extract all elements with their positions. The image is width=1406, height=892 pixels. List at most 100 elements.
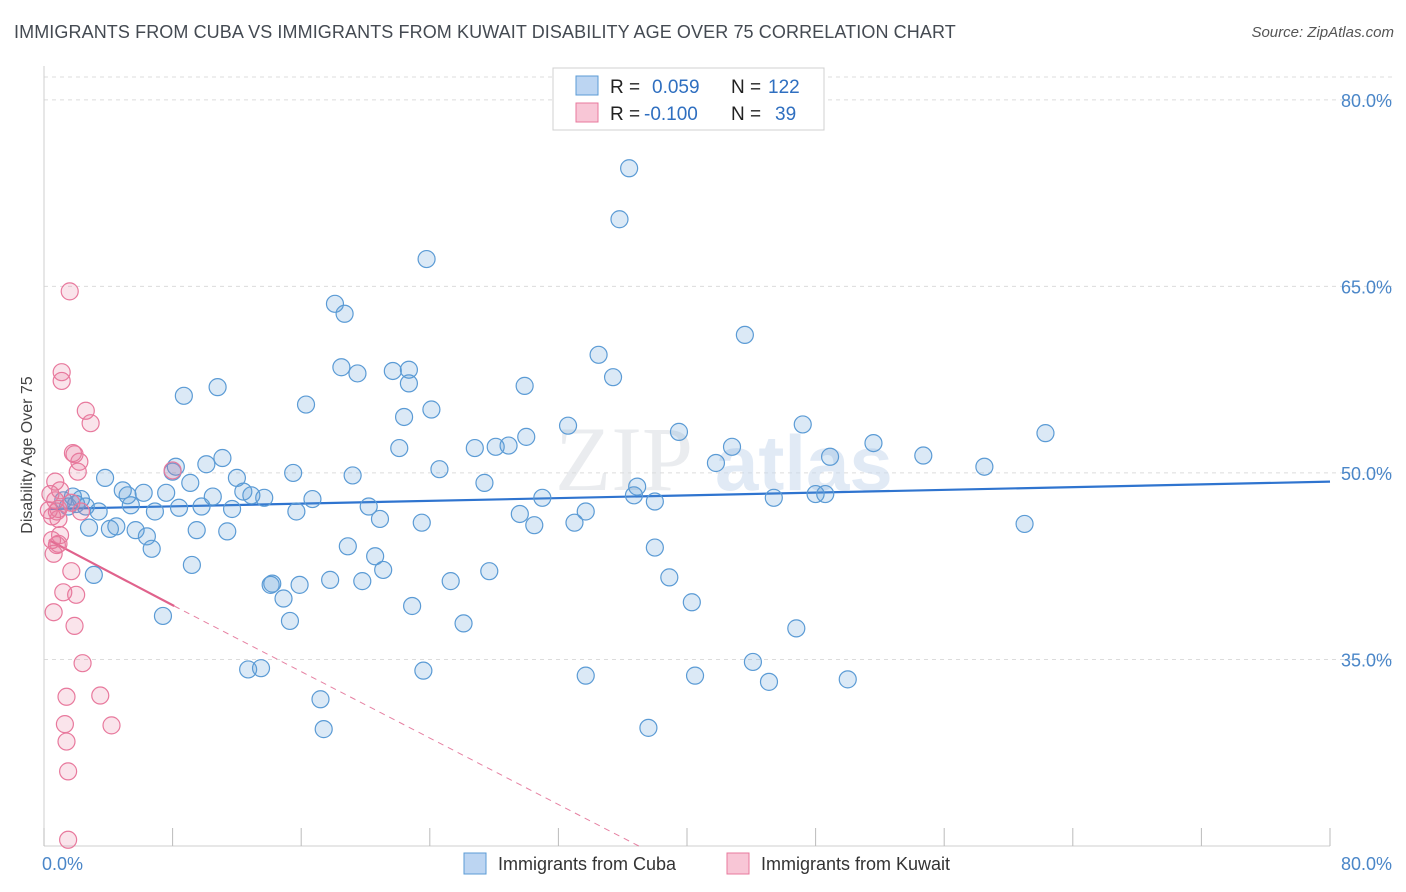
cuba-point-48	[290, 575, 309, 594]
cuba-point-60	[353, 572, 372, 591]
cuba-point-19	[145, 502, 165, 521]
cuba-point-106	[743, 652, 763, 672]
kuwait-point-32	[81, 414, 100, 433]
cuba-point-91	[589, 345, 608, 364]
cuba-point-40	[251, 659, 271, 678]
cuba-point-89	[576, 502, 595, 521]
cuba-point-94	[610, 210, 629, 229]
trend-lines	[48, 480, 1331, 847]
cuba-point-83	[515, 376, 534, 395]
cuba-point-93	[620, 159, 639, 178]
cuba-point-115	[864, 433, 883, 453]
cuba-point-69	[403, 596, 422, 616]
kuwait-point-27	[70, 452, 89, 471]
cuba-point-18	[142, 539, 161, 558]
cuba-point-6	[79, 518, 99, 537]
cuba-point-28	[187, 521, 206, 540]
bottom-legend-label-cuba: Immigrants from Cuba	[498, 854, 677, 874]
cuba-point-87	[558, 416, 578, 435]
cuba-point-67	[394, 407, 414, 427]
kuwait-point-25	[67, 585, 86, 604]
y-tick-labels: 35.0% 50.0% 65.0% 80.0%	[1341, 91, 1392, 671]
cuba-point-77	[465, 438, 484, 458]
kuwait-point-20	[60, 282, 79, 301]
cuba-point-120	[624, 486, 644, 505]
kuwait-point-18	[57, 732, 76, 751]
cuba-point-50	[303, 489, 322, 509]
cuba-point-88	[565, 513, 584, 532]
cuba-point-53	[321, 570, 340, 589]
y-axis-label: Disability Age Over 75	[19, 376, 36, 534]
watermark-zip: ZIP	[555, 408, 693, 510]
trend-line-1	[48, 539, 175, 607]
trend-line-extension-1	[173, 605, 640, 847]
cuba-point-56	[335, 304, 354, 323]
cuba-point-111	[806, 484, 825, 504]
y-tick-label-0: 35.0%	[1341, 650, 1392, 670]
cuba-point-11	[107, 517, 126, 536]
legend-r-value-kuwait: -0.100	[644, 104, 698, 125]
legend-r-label-cuba: R =	[610, 77, 640, 98]
kuwait-point-12	[50, 481, 70, 500]
cuba-point-15	[126, 521, 145, 540]
cuba-point-103	[706, 453, 726, 473]
legend-n-value-cuba: 122	[768, 77, 800, 98]
kuwait-point-19	[59, 762, 78, 781]
cuba-point-98	[645, 538, 664, 557]
cuba-point-32	[208, 378, 227, 397]
cuba-point-90	[576, 666, 595, 685]
legend-n-label-cuba: N =	[731, 77, 761, 98]
kuwait-point-30	[62, 493, 81, 512]
cuba-point-47	[287, 502, 306, 521]
cuba-point-117	[975, 457, 994, 476]
cuba-point-21	[157, 483, 176, 502]
cuba-point-113	[820, 447, 840, 466]
cuba-point-30	[197, 455, 216, 474]
cuba-point-101	[682, 593, 701, 612]
cuba-point-99	[660, 568, 679, 587]
cuba-point-100	[669, 422, 689, 441]
cuba-point-116	[914, 446, 933, 465]
cuba-point-78	[475, 473, 494, 492]
legend-n-value-kuwait: 39	[775, 104, 796, 125]
cuba-point-55	[332, 358, 351, 377]
legend-r-label-kuwait: R =	[610, 104, 640, 125]
cuba-point-112	[816, 484, 835, 504]
kuwait-point-33	[91, 686, 110, 705]
cuba-point-79	[480, 562, 499, 581]
cuba-point-43	[263, 574, 282, 593]
kuwait-point-37	[49, 534, 68, 553]
cuba-point-34	[218, 522, 237, 541]
cuba-point-61	[359, 497, 378, 516]
kuwait-point-29	[73, 654, 92, 673]
cuba-point-62	[366, 547, 385, 566]
cuba-point-66	[390, 438, 409, 458]
cuba-point-51	[311, 690, 330, 709]
cuba-point-58	[343, 466, 362, 485]
cuba-point-96	[639, 718, 658, 737]
kuwait-point-11	[49, 509, 68, 529]
kuwait-point-34	[102, 716, 121, 735]
kuwait-point-24	[65, 616, 84, 635]
cuba-point-33	[213, 448, 232, 468]
cuba-point-109	[787, 619, 806, 638]
cuba-point-119	[1036, 424, 1055, 443]
series-points	[39, 159, 1055, 849]
kuwait-point-17	[57, 687, 76, 706]
cuba-point-84	[517, 427, 536, 446]
cuba-point-71	[414, 661, 433, 680]
cuba-point-41	[255, 488, 274, 507]
x-tick-label-max: 80.0%	[1341, 854, 1392, 874]
cuba-point-14	[121, 496, 140, 515]
cuba-point-81	[499, 436, 518, 455]
cuba-point-114	[838, 670, 857, 689]
grid-lines	[44, 76, 1392, 660]
cuba-point-54	[325, 294, 345, 313]
cuba-point-108	[764, 488, 783, 507]
cuba-point-31	[203, 487, 222, 506]
y-tick-label-1: 50.0%	[1341, 464, 1392, 484]
cuba-point-107	[759, 672, 779, 691]
cuba-point-24	[169, 498, 189, 517]
cuba-point-25	[174, 386, 193, 405]
